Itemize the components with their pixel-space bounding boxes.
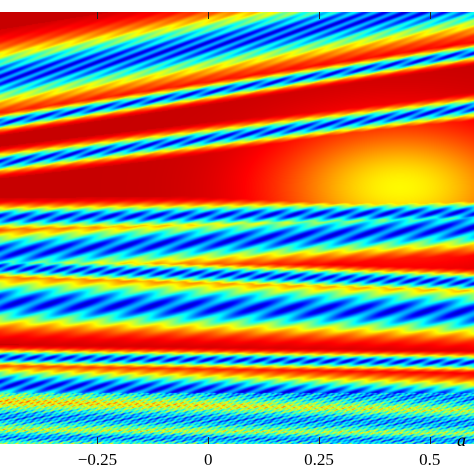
heatmap-plot-area — [0, 12, 474, 444]
top-tick-mark — [97, 12, 99, 19]
heatmap-image — [0, 12, 474, 444]
x-axis-label: a — [457, 430, 466, 450]
x-tick-label: 0 — [203, 450, 213, 469]
top-tick-mark — [208, 12, 210, 19]
x-tick-label: 0.25 — [304, 450, 334, 469]
x-tick-label: −0.25 — [77, 450, 118, 469]
bottom-tick-mark — [318, 437, 320, 444]
top-tick-mark — [429, 12, 431, 19]
x-tick-label: 0.5 — [419, 450, 441, 469]
bottom-tick-mark — [97, 437, 99, 444]
bottom-tick-mark — [208, 437, 210, 444]
bottom-tick-mark — [429, 437, 431, 444]
top-tick-mark — [318, 12, 320, 19]
